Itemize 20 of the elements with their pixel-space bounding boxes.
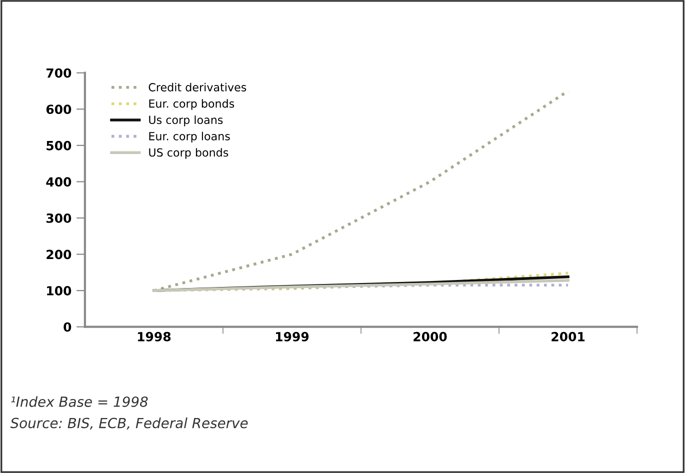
y-tick-label: 400 xyxy=(46,177,72,187)
x-tick-label: 2001 xyxy=(552,332,585,342)
legend-label: Us corp loans xyxy=(149,115,223,126)
source-note: Source: BIS, ECB, Federal Reserve xyxy=(10,418,248,430)
y-tick-label: 200 xyxy=(46,250,72,260)
x-tick-label: 1998 xyxy=(138,332,171,342)
y-tick-label: 300 xyxy=(46,213,72,223)
x-tick-label: 2000 xyxy=(414,332,447,342)
y-tick-label: 700 xyxy=(46,68,72,78)
legend-label: Eur. corp bonds xyxy=(149,99,234,110)
x-tick-label: 1999 xyxy=(276,332,309,342)
text: ¹Index Base = 1998 xyxy=(11,396,148,407)
y-tick-label: 0 xyxy=(64,322,72,332)
line-series xyxy=(152,279,570,292)
y-tick-label: 100 xyxy=(47,286,72,296)
legend-label: US corp bonds xyxy=(149,148,228,159)
y-tick-label: 500 xyxy=(46,140,72,150)
legend-label: Credit derivatives xyxy=(148,82,246,92)
y-tick-label: 600 xyxy=(46,104,72,114)
legend-label: Eur. corp loans xyxy=(149,132,230,143)
